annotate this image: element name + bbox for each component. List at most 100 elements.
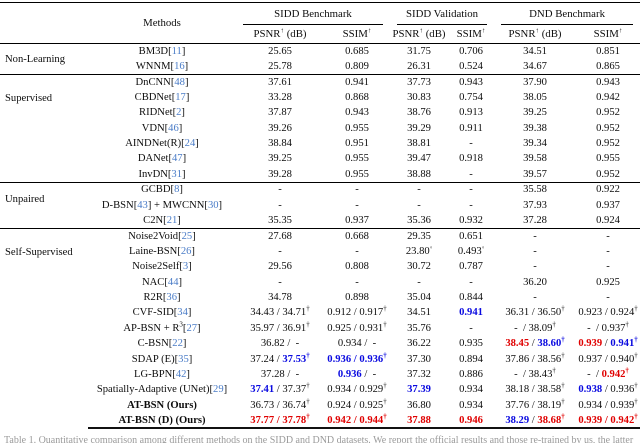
value-cell: 29.35: [390, 227, 449, 244]
citation-link[interactable]: 48: [174, 76, 185, 88]
text-segment: 37.30: [407, 353, 431, 365]
value-cell: 26.31: [390, 59, 448, 74]
value-cell: 0.942: [576, 90, 640, 105]
table-row: AT-BSN (D) (Ours) 37.77 / 37.78† 0.942 / 0…: [0, 412, 640, 430]
superscript-mark: †: [561, 412, 565, 421]
value-cell: 0.934 / 0.939†: [576, 397, 640, 412]
method-cell: RIDNet[2]: [88, 105, 236, 120]
superscript-mark: †: [383, 320, 387, 329]
value-cell: 38.81: [390, 136, 448, 151]
citation-link[interactable]: 47: [172, 153, 183, 165]
text-segment: 0.808: [345, 261, 369, 273]
citation-link[interactable]: 31: [171, 168, 182, 180]
value-cell: -: [324, 181, 391, 198]
text-segment: 35.35: [268, 214, 292, 226]
value-cell: 0.936 / -: [324, 367, 390, 382]
text-segment: 35.58: [523, 184, 547, 196]
value-cell: 0.934: [448, 397, 494, 412]
value-cell: 38.05: [494, 90, 576, 105]
method-cell: Laine-BSN[26]: [88, 244, 236, 259]
citation-link[interactable]: 36: [166, 291, 178, 303]
text-segment: 38.76: [407, 107, 431, 119]
text-segment: 0.952: [596, 168, 620, 180]
citation-link[interactable]: 29: [213, 384, 224, 396]
method-cell: AT-BSN (Ours): [88, 397, 236, 412]
superscript-mark: †: [306, 320, 310, 329]
method-cell: CVF-SID[34]: [88, 305, 236, 320]
citation-link[interactable]: 11: [171, 45, 182, 57]
citation-link[interactable]: 35: [178, 353, 189, 365]
value-cell: 0.685: [324, 42, 391, 59]
value-cell: 0.935: [448, 336, 494, 351]
text-segment: / 0.936: [602, 384, 635, 396]
citation-link[interactable]: 26: [180, 245, 192, 257]
citation-link[interactable]: 30: [207, 199, 219, 211]
citation-link[interactable]: 16: [174, 60, 185, 72]
text-segment: -: [355, 245, 359, 257]
citation-link[interactable]: 3: [182, 261, 189, 273]
text-segment: 0.923 / 0.924: [578, 307, 635, 319]
text-segment: 37.61: [268, 76, 292, 88]
citation-link[interactable]: 43: [137, 199, 148, 211]
text-segment: 35.76: [407, 322, 431, 334]
citation-link[interactable]: 46: [168, 122, 179, 134]
text-segment: -: [469, 168, 473, 180]
text-segment: NAC[: [141, 276, 168, 288]
text-segment: 34.43 / 34.71: [250, 307, 307, 319]
value-cell: -: [448, 274, 494, 289]
citation-link[interactable]: 8: [174, 184, 180, 196]
citation-link[interactable]: 42: [175, 368, 187, 380]
header-metric-row: PSNR↑ (dB) SSIM↑ PSNR↑ (dB) SSIM↑ PSNR↑ …: [0, 25, 640, 44]
value-cell: 0.942 / 0.944†: [324, 412, 391, 430]
methods-column-header: Methods: [88, 2, 236, 44]
citation-link[interactable]: 22: [172, 338, 183, 350]
citation-link[interactable]: 44: [167, 276, 179, 288]
value-cell: 0.706: [448, 42, 495, 59]
value-cell: 0.952: [576, 105, 640, 120]
col-header-psnr-sidd-validation: PSNR↑ (dB): [390, 25, 449, 44]
citation-link[interactable]: 21: [166, 214, 178, 226]
up-arrow-icon: ↑: [481, 26, 486, 35]
value-cell: 33.28: [236, 90, 324, 105]
value-cell: 37.61: [236, 73, 324, 90]
text-segment: 36.20: [523, 276, 547, 288]
value-cell: 37.24 / 37.53†: [236, 351, 324, 366]
table-row: Laine-BSN[26] - -23.80◦ 0.493◦ - -: [0, 244, 640, 259]
text-segment: 0.911: [459, 122, 483, 134]
citation-link[interactable]: 27: [186, 322, 198, 334]
value-cell: - / 0.942†: [576, 367, 640, 382]
citation-link[interactable]: 34: [177, 307, 188, 319]
value-cell: -: [494, 227, 577, 244]
value-cell: -: [236, 197, 324, 212]
value-cell: 0.936 / 0.936†: [324, 351, 390, 366]
value-cell: 34.51: [390, 305, 448, 320]
text-segment: 39.57: [523, 168, 547, 180]
text-segment: 39.38: [523, 122, 547, 134]
text-segment: -: [606, 291, 610, 303]
value-cell: 37.39: [390, 382, 448, 397]
value-cell: 0.894: [448, 351, 494, 366]
text-segment: - / 0.937: [587, 322, 626, 334]
value-cell: 0.941: [324, 73, 391, 90]
text-segment: -: [606, 230, 610, 242]
text-segment: -: [533, 291, 537, 303]
superscript-mark: †: [383, 412, 387, 421]
text-segment: RIDNet[: [139, 107, 177, 119]
up-arrow-icon: ↑: [280, 26, 285, 35]
value-cell: - / 38.43†: [494, 367, 576, 382]
value-cell: 0.913: [448, 105, 494, 120]
text-segment: 0.941: [459, 307, 483, 319]
citation-link[interactable]: 17: [175, 91, 186, 103]
value-cell: 38.88: [390, 167, 448, 182]
superscript-mark: †: [383, 381, 387, 390]
value-cell: 39.58: [494, 151, 576, 166]
table-row: Unpaired GCBD[8] - - - - 35.58 0.922: [0, 181, 640, 229]
citation-link[interactable]: 25: [181, 230, 193, 242]
text-segment: GCBD[: [141, 184, 175, 196]
text-segment: 33.28: [268, 91, 292, 103]
text-segment: 0.925: [596, 276, 620, 288]
value-cell: 0.955: [324, 151, 390, 166]
group-header-sidd-validation: SIDD Validation: [390, 3, 494, 25]
citation-link[interactable]: 24: [184, 138, 196, 150]
citation-link[interactable]: 2: [176, 107, 182, 119]
